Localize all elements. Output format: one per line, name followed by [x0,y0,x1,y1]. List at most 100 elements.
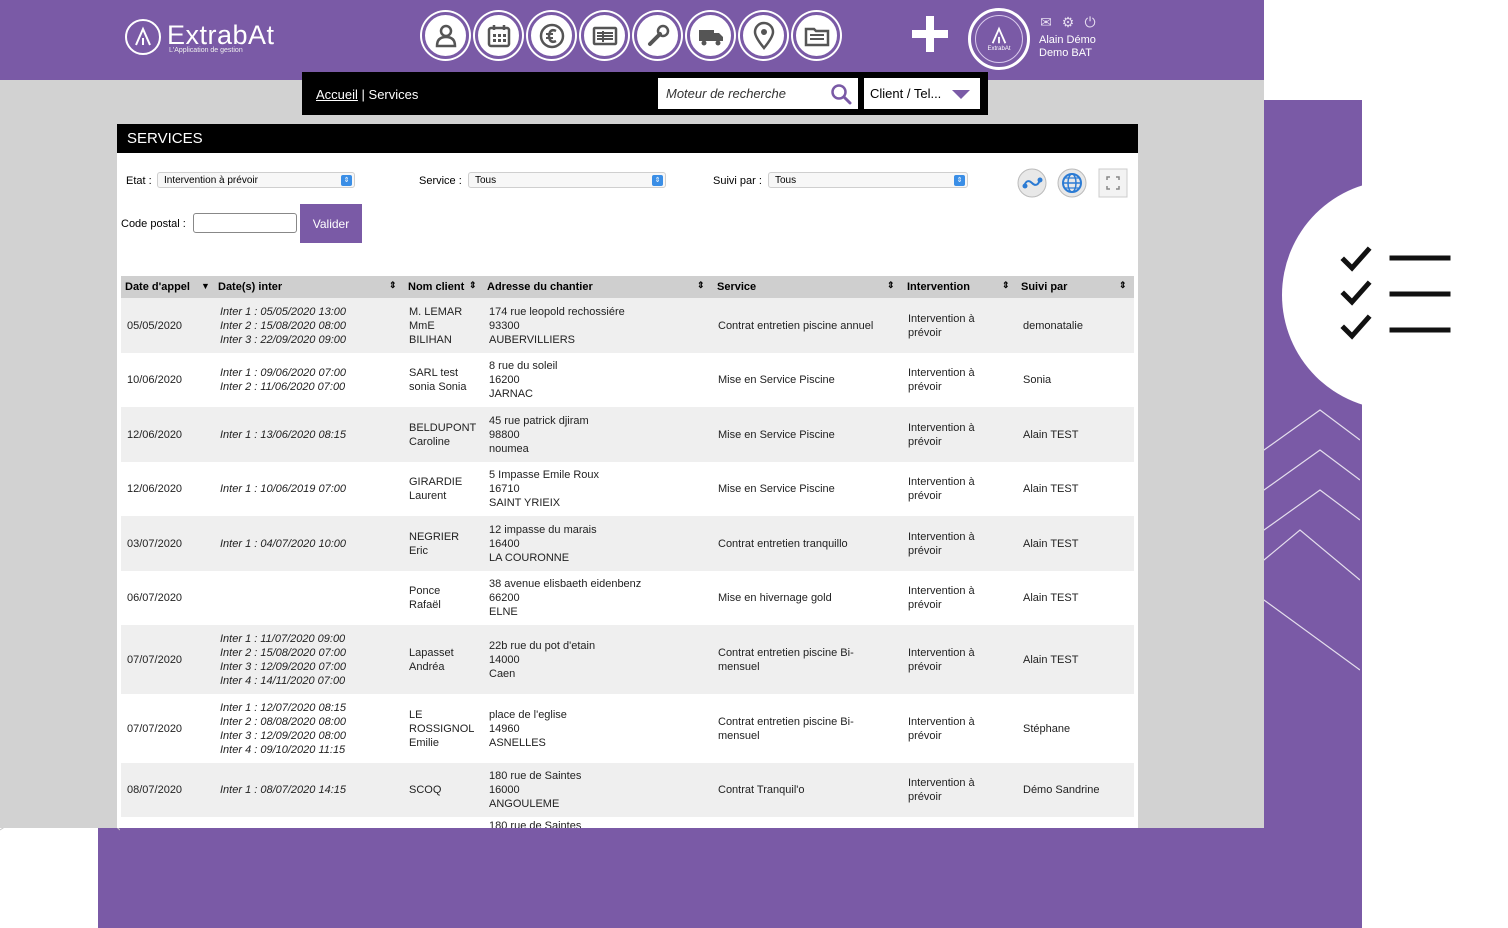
fullscreen-icon[interactable] [1098,168,1128,198]
search-input[interactable] [666,86,826,101]
cell-dates-inter: Inter 1 : 08/07/2020 14:15 [220,783,346,797]
cell-dates-inter-line: Inter 1 : 12/07/2020 08:15 [220,702,346,714]
table-header: Date d'appel ▼ Date(s) inter ⇕ Nom clien… [121,276,1134,298]
col-dates-inter[interactable]: Date(s) inter [218,281,283,293]
cell-nom-client: SARL test sonia Sonia [409,366,467,394]
search-icon[interactable] [830,83,852,105]
cell-nom-client-line: SCOQ [409,784,442,796]
suivi-select[interactable]: Tous ⇕ [768,172,968,188]
cell-dates-inter-line: Inter 3 : 12/09/2020 08:00 [220,730,346,742]
logo-mark-icon [125,19,161,55]
breadcrumb-home-link[interactable]: Accueil [316,87,358,102]
col-date-appel[interactable]: Date d'appel [125,281,190,293]
table-row[interactable]: 05/05/2020 Inter 1 : 05/05/2020 13:00 Inte… [121,298,1134,353]
messages-icon[interactable]: ✉ [1040,13,1052,30]
col-nom-client[interactable]: Nom client [408,281,465,293]
nav-clients-button[interactable] [422,12,469,59]
cell-intervention-line: prévoir [908,791,942,803]
cell-adresse-line: 14960 [489,723,520,735]
cell-dates-inter-line: Inter 2 : 15/08/2020 07:00 [220,647,346,659]
nav-finance-button[interactable] [528,12,575,59]
col-service[interactable]: Service [717,281,757,293]
table-row[interactable]: 12/06/2020 Inter 1 : 13/06/2020 08:15 BELD… [121,407,1134,462]
cell-suivi-par-line: Alain TEST [1023,592,1079,604]
col-intervention[interactable]: Intervention [907,281,970,293]
table-row[interactable]: 180 rue de Saintes [121,817,1134,828]
cell-adresse-line: ELNE [489,606,518,618]
cell-adresse: 180 rue de Saintes 16000 ANGOULEME [489,769,581,811]
nav-documents-button[interactable] [581,12,628,59]
cell-nom-client-line: GIRARDIE [409,476,463,488]
cell-adresse-line: 98800 [489,429,520,441]
cell-intervention-line: prévoir [908,436,942,448]
postal-code-input[interactable] [193,213,297,233]
cell-suivi-par-line: Alain TEST [1023,538,1079,550]
cell-suivi-par-line: Sonia [1023,374,1052,386]
cell-service-line: Contrat Tranquil'o [718,784,805,796]
table-row[interactable]: 03/07/2020 Inter 1 : 04/07/2020 10:00 NEGR… [121,516,1134,571]
cell-nom-client-line: Caroline [409,436,450,448]
cell-nom-client-line: BILIHAN [409,334,452,346]
globe-icon[interactable] [1057,168,1087,198]
breadcrumb: Accueil | Services [316,87,418,102]
calendar-icon [487,24,510,47]
route-map-icon[interactable] [1017,168,1047,198]
nav-services-button[interactable] [634,12,681,59]
user-info: Alain Démo Demo BAT [1039,34,1096,60]
nav-map-button[interactable] [740,12,787,59]
nav-planning-button[interactable] [475,12,522,59]
cell-dates-inter-line: Inter 1 : 10/06/2019 07:00 [220,483,346,495]
nav-delivery-button[interactable] [687,12,734,59]
cell-dates-inter-line: Inter 4 : 14/11/2020 07:00 [220,675,346,687]
logo-mark-icon [991,26,1007,44]
search-filter-select[interactable]: Client / Tel... [864,78,980,109]
sort-icon[interactable]: ⇕ [389,280,397,290]
table-row[interactable]: 06/07/2020 Ponce Rafaël 38 avenue elisbaeth… [121,571,1134,625]
table-row[interactable]: 08/07/2020 Inter 1 : 08/07/2020 14:15 SCOQ… [121,763,1134,817]
gear-icon[interactable]: ⚙ [1061,13,1075,30]
sort-icon[interactable]: ⇕ [1002,280,1010,290]
col-suivi-par[interactable]: Suivi par [1021,281,1068,293]
cell-service-line: mensuel [718,730,760,742]
submit-button[interactable]: Valider [300,204,362,243]
cell-date-appel: 05/05/2020 [127,319,182,333]
cell-service-line: Contrat entretien piscine annuel [718,320,874,332]
add-new-button[interactable] [908,12,952,56]
sort-icon[interactable]: ⇕ [887,280,895,290]
table-row[interactable]: 07/07/2020 Inter 1 : 12/07/2020 08:15 Inte… [121,694,1134,763]
logo[interactable]: ExtrabAt L'Application de gestion [125,19,275,55]
sort-icon[interactable]: ⇕ [697,280,705,290]
nav-files-button[interactable] [793,12,840,59]
cell-intervention-line: Intervention à [908,313,975,325]
cell-suivi-par-line: demonatalie [1023,320,1083,332]
avatar[interactable]: ExtrabAt [968,8,1030,70]
cell-suivi-par: Stéphane [1023,722,1070,736]
cell-intervention-line: Intervention à [908,476,975,488]
cell-date-appel: 07/07/2020 [127,722,182,736]
power-icon[interactable]: ⏻ [1084,13,1096,30]
cell-adresse-line: 22b rue du pot d'etain [489,640,596,652]
cell-adresse-line: 180 rue de Saintes [489,820,582,828]
cell-date-appel: 06/07/2020 [127,591,182,605]
cell-intervention: Intervention à prévoir [908,475,975,503]
cell-adresse-line: 12 impasse du marais [489,524,597,536]
cell-adresse-line: 93300 [489,320,520,332]
table-row[interactable]: 07/07/2020 Inter 1 : 11/07/2020 09:00 Inte… [121,625,1134,694]
cell-nom-client-line: BELDUPONT [409,422,477,434]
sort-icon[interactable]: ⇕ [469,280,477,290]
col-adresse[interactable]: Adresse du chantier [487,281,593,293]
cell-service: Mise en Service Piscine [718,482,835,496]
sort-desc-icon[interactable]: ▼ [201,281,210,291]
cell-service-line: Mise en Service Piscine [718,374,835,386]
service-value: Tous [475,175,497,186]
cell-service: Mise en Service Piscine [718,373,835,387]
sort-icon[interactable]: ⇕ [1119,280,1127,290]
table-row[interactable]: 10/06/2020 Inter 1 : 09/06/2020 07:00 Inte… [121,353,1134,407]
cell-adresse-line: 16000 [489,784,520,796]
service-select[interactable]: Tous ⇕ [468,172,666,188]
table-row[interactable]: 12/06/2020 Inter 1 : 10/06/2019 07:00 GIRA… [121,462,1134,516]
cell-date-appel-line: 06/07/2020 [127,592,183,604]
etat-select[interactable]: Intervention à prévoir ⇕ [157,172,355,188]
cell-suivi-par: Alain TEST [1023,428,1078,442]
cell-service: Contrat entretien piscine Bi-mensuel [718,646,854,674]
